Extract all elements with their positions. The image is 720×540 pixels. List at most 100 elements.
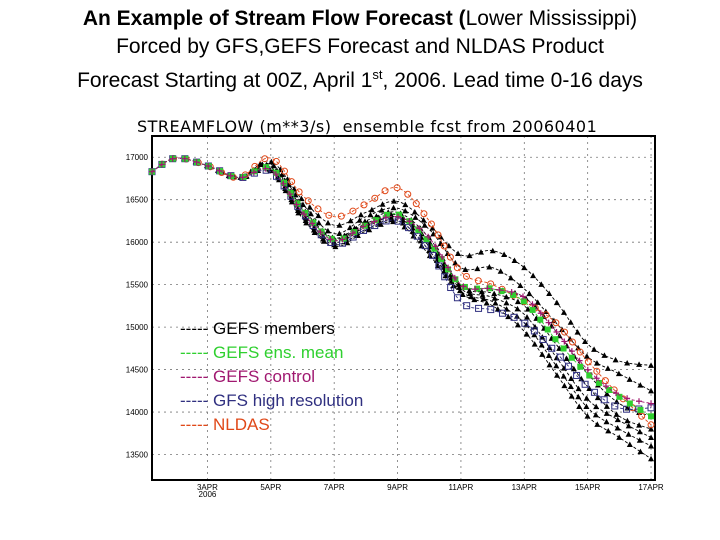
gefs-member-marker bbox=[324, 219, 331, 226]
gefs-member-marker bbox=[437, 240, 444, 247]
gefs-member-marker bbox=[648, 426, 655, 432]
legend-label: NLDAS bbox=[213, 415, 270, 434]
gefs-member-marker bbox=[648, 362, 655, 368]
gefs-member-marker bbox=[457, 287, 464, 294]
gefs-member-marker bbox=[514, 298, 521, 305]
gefs-member-marker bbox=[332, 243, 339, 250]
y-tick-label: 14500 bbox=[126, 366, 149, 375]
gefs-member-marker bbox=[379, 201, 386, 207]
gefs-member-marker bbox=[612, 356, 619, 363]
gefs-control-marker bbox=[250, 169, 257, 176]
gefs-member-marker bbox=[483, 300, 490, 306]
gfs-high-resolution-marker bbox=[413, 232, 421, 240]
gefs-member-marker bbox=[448, 278, 455, 284]
gefs-control-marker bbox=[339, 236, 346, 243]
gefs-ens-mean-marker bbox=[537, 316, 544, 323]
gefs-member-marker bbox=[459, 291, 466, 297]
legend-item: ----- GEFS ens. mean bbox=[180, 341, 363, 365]
nldas-marker bbox=[601, 377, 609, 385]
gefs-member-marker bbox=[442, 272, 449, 279]
gefs-member-marker bbox=[390, 204, 397, 211]
gefs-member-marker bbox=[553, 354, 560, 361]
gefs-member-marker bbox=[592, 411, 599, 418]
gefs-member-marker bbox=[324, 227, 331, 234]
gefs-control-marker bbox=[445, 264, 452, 271]
gefs-member-marker bbox=[390, 218, 397, 225]
gefs-member-marker bbox=[315, 212, 322, 219]
gefs-member-marker bbox=[366, 226, 373, 233]
y-tick-label: 13500 bbox=[126, 451, 149, 460]
nldas-marker bbox=[434, 231, 442, 239]
gefs-control-marker bbox=[239, 174, 246, 181]
gefs-member-marker bbox=[616, 434, 623, 440]
gefs-member-marker bbox=[474, 265, 481, 272]
gefs-control-marker bbox=[360, 223, 367, 230]
gefs-member-marker bbox=[531, 331, 538, 338]
gefs-ens-mean-marker bbox=[595, 379, 602, 386]
gefs-control-marker bbox=[636, 398, 643, 405]
legend-item: ----- GEFS control bbox=[180, 365, 363, 389]
gfs-high-resolution-marker bbox=[429, 251, 437, 259]
gefs-member-marker bbox=[295, 209, 302, 216]
gfs-high-resolution-marker bbox=[405, 224, 413, 232]
gefs-control-line bbox=[151, 157, 652, 404]
gefs-member-marker bbox=[503, 293, 510, 300]
gefs-member-marker bbox=[306, 204, 313, 210]
gefs-control-marker bbox=[438, 253, 445, 260]
gefs-member-marker bbox=[553, 362, 560, 369]
x-tick-label: 17APR bbox=[638, 483, 664, 492]
gefs-member-marker bbox=[576, 403, 583, 409]
gefs-ens-mean-marker bbox=[361, 222, 368, 229]
gefs-member-marker bbox=[594, 394, 601, 401]
gefs-ens-mean-marker bbox=[318, 228, 325, 235]
nldas-marker bbox=[568, 338, 576, 346]
gefs-control-marker bbox=[472, 286, 479, 293]
gefs-member-marker bbox=[605, 427, 612, 434]
gefs-control-marker bbox=[553, 329, 560, 335]
gefs-member-marker bbox=[420, 217, 427, 223]
gefs-member-marker bbox=[594, 421, 601, 427]
gefs-member-marker bbox=[412, 214, 419, 220]
gefs-member-marker bbox=[501, 251, 508, 258]
gefs-member-marker bbox=[545, 352, 552, 358]
nldas-marker bbox=[360, 201, 368, 209]
gefs-member-marker bbox=[603, 390, 610, 397]
plot-frame bbox=[151, 135, 656, 481]
gefs-member-marker bbox=[411, 208, 418, 215]
gefs-member-marker bbox=[546, 344, 553, 351]
gefs-member-marker bbox=[636, 428, 643, 435]
gefs-control-marker bbox=[216, 167, 223, 174]
x-tick-label: 3APR bbox=[197, 483, 218, 492]
y-tick-label: 14000 bbox=[126, 408, 149, 417]
gefs-member-marker bbox=[346, 224, 353, 231]
gefs-member-marker bbox=[553, 299, 560, 306]
legend-dash: ----- bbox=[180, 319, 214, 338]
gefs-member-marker bbox=[320, 238, 327, 244]
gefs-ens-mean-marker bbox=[251, 168, 258, 175]
gefs-control-marker bbox=[576, 357, 583, 364]
gefs-member-marker bbox=[538, 281, 545, 287]
gefs-member-marker bbox=[636, 422, 643, 428]
legend-label: GEFS ens. mean bbox=[213, 343, 344, 362]
gefs-control-marker bbox=[169, 155, 176, 162]
gefs-ens-mean-marker bbox=[302, 210, 309, 217]
gefs-control-marker bbox=[602, 383, 609, 390]
legend-label: GEFS control bbox=[213, 367, 316, 386]
gefs-control-marker bbox=[205, 162, 212, 169]
gefs-ens-mean-marker bbox=[520, 298, 527, 305]
nldas-marker bbox=[638, 412, 646, 420]
gefs-control-marker bbox=[181, 155, 188, 162]
y-tick-label: 16500 bbox=[126, 196, 149, 205]
gefs-member-marker bbox=[575, 393, 582, 400]
gfs-high-resolution-marker bbox=[453, 294, 461, 302]
gefs-ens-mean-marker bbox=[586, 372, 593, 379]
gefs-member-marker bbox=[575, 385, 582, 392]
x-tick-label: 5APR bbox=[260, 483, 281, 492]
gefs-ens-mean-marker bbox=[498, 288, 505, 295]
x-tick-sublabel: 2006 bbox=[199, 490, 217, 499]
gefs-member-marker bbox=[636, 361, 643, 367]
gefs-member-marker bbox=[583, 353, 590, 359]
title-bold: An Example of Stream Flow Forecast ( bbox=[82, 7, 466, 30]
nldas-marker bbox=[281, 167, 289, 175]
gefs-member-marker bbox=[637, 448, 644, 455]
